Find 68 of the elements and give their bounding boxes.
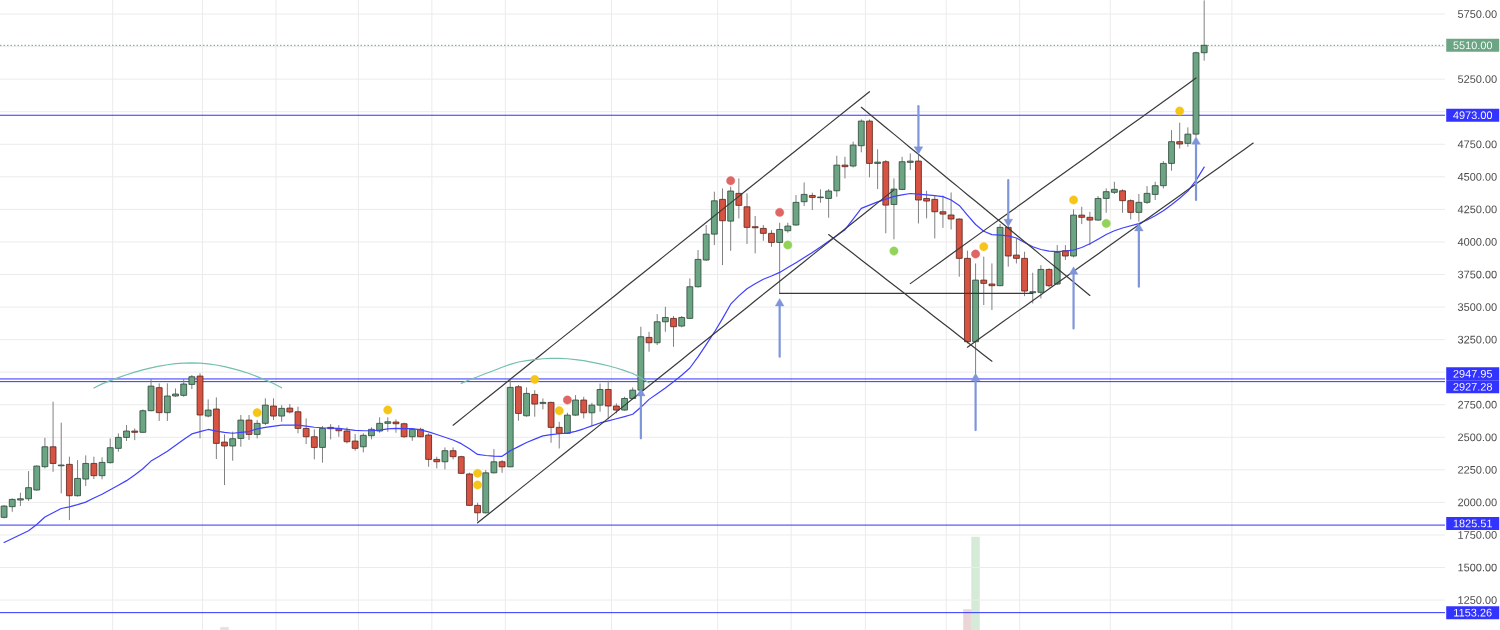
y-tick-label: 2750.00 bbox=[1458, 400, 1497, 409]
y-tick-label: 2250.00 bbox=[1458, 465, 1497, 474]
ref-line-label: 2947.95 bbox=[1453, 369, 1493, 378]
point bbox=[775, 207, 785, 217]
point bbox=[889, 246, 899, 256]
y-tick-label: 3500.00 bbox=[1457, 303, 1497, 311]
y-tick-label: 1250.00 bbox=[1458, 596, 1497, 604]
candlestick bbox=[319, 425, 326, 464]
point bbox=[979, 242, 989, 252]
candlestick bbox=[90, 456, 98, 480]
y-tick-label: 3250.00 bbox=[1457, 335, 1497, 344]
y-tick-label: 4000.00 bbox=[1457, 238, 1497, 246]
candlestick bbox=[531, 389, 539, 418]
point bbox=[971, 373, 981, 381]
candlestick bbox=[245, 414, 253, 441]
candlestick bbox=[441, 446, 449, 470]
y-tick-label: 2500.00 bbox=[1458, 433, 1497, 442]
ref-line-label: 5510.00 bbox=[1453, 41, 1493, 50]
point bbox=[1191, 136, 1201, 145]
candlestick bbox=[800, 181, 808, 207]
candlestick bbox=[645, 331, 653, 353]
candlestick bbox=[874, 148, 881, 190]
candlestick bbox=[270, 397, 277, 421]
point bbox=[1069, 266, 1079, 275]
point bbox=[473, 468, 482, 478]
ref-line-label: 1153.26 bbox=[1454, 608, 1492, 617]
candlestick bbox=[523, 386, 530, 418]
y-tick-label: 4500.00 bbox=[1457, 172, 1497, 181]
candlestick bbox=[719, 187, 726, 266]
point bbox=[775, 298, 785, 307]
point bbox=[1069, 195, 1078, 205]
line-series bbox=[93, 362, 283, 389]
y-tick-label: 4750.00 bbox=[1457, 140, 1497, 149]
point bbox=[562, 395, 572, 405]
point bbox=[726, 176, 736, 186]
candlestick bbox=[841, 156, 849, 179]
point bbox=[252, 408, 262, 418]
point bbox=[636, 388, 646, 397]
point bbox=[473, 480, 482, 490]
point bbox=[913, 146, 923, 155]
candlestick bbox=[735, 177, 743, 219]
point bbox=[1003, 219, 1013, 227]
y-tick-label: 4250.00 bbox=[1457, 205, 1497, 214]
ref-line-label: 2927.28 bbox=[1453, 382, 1493, 391]
point bbox=[530, 375, 540, 384]
candlestick bbox=[57, 422, 65, 494]
y-tick-label: 5250.00 bbox=[1457, 75, 1497, 84]
point bbox=[1134, 223, 1144, 232]
point bbox=[971, 249, 980, 259]
y-tick-label: 1500.00 bbox=[1458, 563, 1497, 572]
y-tick-label: 5750.00 bbox=[1457, 10, 1497, 18]
candlestick bbox=[670, 315, 677, 348]
candlestick bbox=[539, 397, 547, 410]
candlestick bbox=[498, 459, 506, 474]
candlestick bbox=[49, 401, 57, 473]
point bbox=[1101, 219, 1111, 228]
ref-line-label: 4973.00 bbox=[1453, 111, 1493, 120]
y-tick-label: 3750.00 bbox=[1457, 270, 1497, 279]
point bbox=[783, 240, 793, 250]
y-tick-label: 1750.00 bbox=[1458, 531, 1497, 539]
point bbox=[1175, 106, 1185, 116]
ref-line-label: 1825.51 bbox=[1453, 519, 1492, 528]
y-tick-label: 2000.00 bbox=[1458, 498, 1497, 507]
candlestick bbox=[1176, 122, 1184, 149]
candlestick bbox=[580, 396, 588, 419]
point bbox=[383, 405, 393, 415]
candlestick bbox=[1045, 267, 1053, 288]
point bbox=[554, 406, 564, 416]
